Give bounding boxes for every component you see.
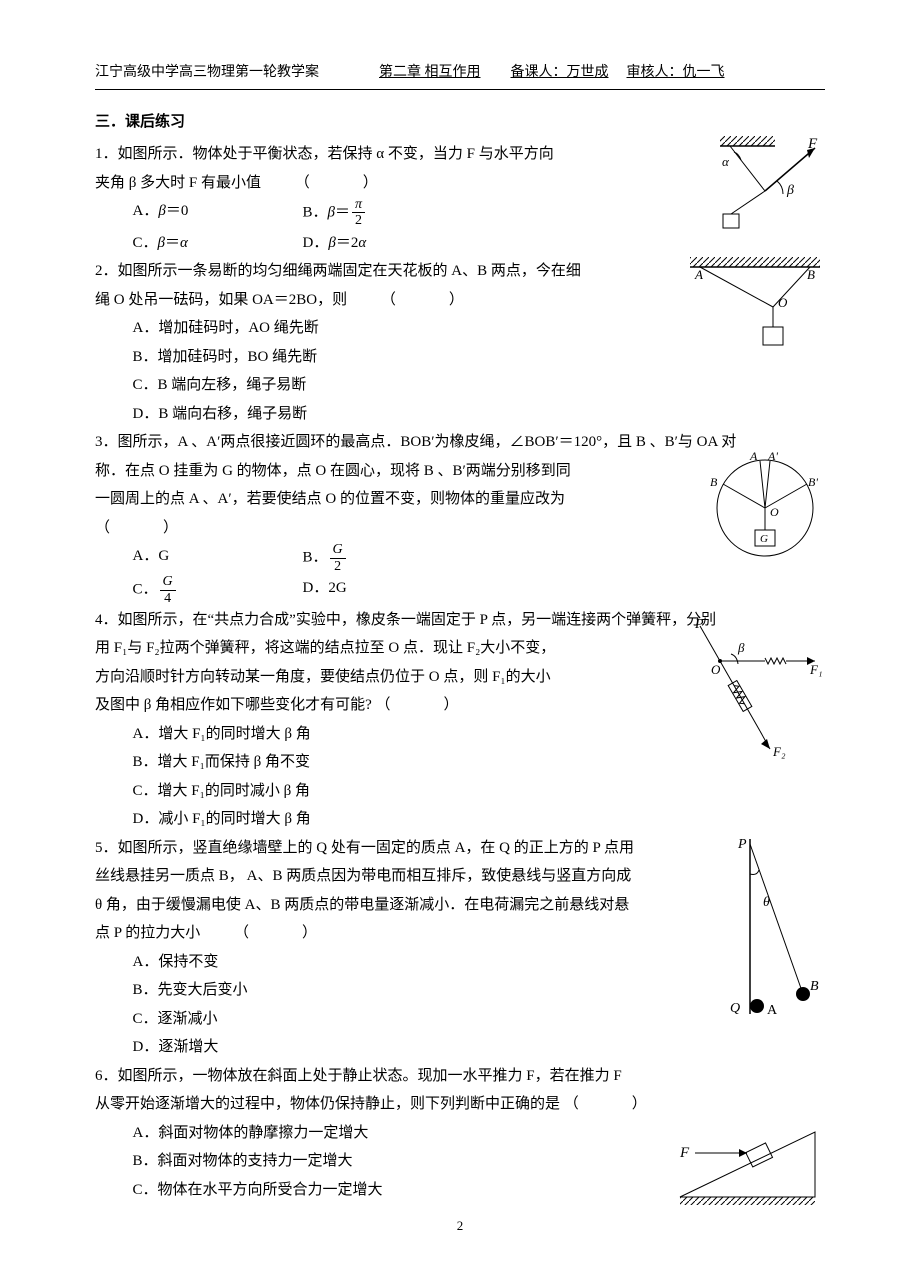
svg-text:B': B' <box>808 475 818 489</box>
question-6: F 6．如图所示，一物体放在斜面上处于静止状态。现加一水平推力 F，若在推力 F… <box>95 1062 825 1205</box>
question-1: α β F 1．如图所示．物体处于平衡状态，若保持 α 不变，当力 F 与水平方… <box>95 140 825 257</box>
q5-optC: C．逐渐减小 <box>133 1005 826 1034</box>
q3-optC: C．G4 <box>133 574 303 606</box>
q5-line1: 5．如图所示，竖直绝缘墙壁上的 Q 处有一固定的质点 A，在 Q 的正上方的 P… <box>95 834 825 863</box>
q1-blank: （ ） <box>295 175 380 191</box>
q5-line3: θ 角，由于缓慢漏电使 A、B 两质点的带电量逐渐减小．在电荷漏完之前悬线对悬 <box>95 891 825 920</box>
figure-q6: F <box>665 1117 825 1207</box>
q3-optD: D．2G <box>303 574 473 606</box>
q5-optA: A．保持不变 <box>133 948 826 977</box>
q1-optD: D．β＝2α <box>303 229 473 258</box>
figure-q1: α β F <box>695 136 825 241</box>
question-5: P θ B Q A 5．如图所示，竖直绝缘墙壁上的 Q 处有一固定的质点 A，在… <box>95 834 825 1062</box>
question-2: A B O 2．如图所示一条易断的均匀细绳两端固定在天花板的 A、B 两点，今在… <box>95 257 825 428</box>
q2-optC: C．B 端向左移，绳子易断 <box>133 371 826 400</box>
svg-text:B: B <box>807 267 815 282</box>
svg-text:A': A' <box>767 449 778 463</box>
svg-text:α: α <box>722 154 730 169</box>
svg-text:θ: θ <box>763 895 770 910</box>
q1-optC: C．β＝α <box>133 229 303 258</box>
q4-blank: （ ） <box>376 697 461 713</box>
header-title: 江宁高级中学高三物理第一轮教学案 <box>95 60 319 87</box>
svg-text:P: P <box>737 837 747 852</box>
svg-text:O: O <box>778 295 788 310</box>
svg-text:β: β <box>786 183 794 198</box>
q6-line1: 6．如图所示，一物体放在斜面上处于静止状态。现加一水平推力 F，若在推力 F <box>95 1062 825 1091</box>
question-4: P β O F₁ F₂ 4．如图所示，在“共点力合成”实验中，橡皮条一端固定于 … <box>95 606 825 834</box>
q5-optD: D．逐渐增大 <box>133 1033 826 1062</box>
svg-text:O: O <box>770 505 779 519</box>
q5-line4: 点 P 的拉力大小 （ ） <box>95 919 825 948</box>
q4-optC: C．增大 F₁的同时减小 β 角 <box>133 777 826 806</box>
q1-optB: B．β＝π2 <box>303 197 473 229</box>
svg-text:B: B <box>810 979 819 994</box>
q4-optD: D．减小 F₁的同时增大 β 角 <box>133 805 826 834</box>
section-title: 三．课后练习 <box>95 108 825 137</box>
figure-q3: A A' B B' O G <box>705 448 825 568</box>
header-chapter: 第二章 相互作用 <box>379 60 481 87</box>
q2-blank: （ ） <box>381 292 466 308</box>
svg-text:B: B <box>710 475 718 489</box>
svg-text:F: F <box>679 1145 690 1161</box>
header-preparer: 备课人：万世成 <box>511 60 609 87</box>
figure-q5: P θ B Q A <box>725 834 825 1034</box>
svg-text:A: A <box>749 449 758 463</box>
header-reviewer: 审核人：仇一飞 <box>627 60 725 87</box>
figure-q4: P β O F₁ F₂ <box>665 616 825 776</box>
page-number: 2 <box>95 1214 825 1239</box>
q5-line2: 丝线悬挂另一质点 B， A、B 两质点因为带电而相互排斥，致使悬线与竖直方向成 <box>95 862 825 891</box>
page-header: 江宁高级中学高三物理第一轮教学案 第二章 相互作用 备课人：万世成 审核人：仇一… <box>95 60 825 90</box>
svg-text:A: A <box>694 267 703 282</box>
figure-q2: A B O <box>685 257 825 357</box>
q3-optB: B．G2 <box>303 542 473 574</box>
q3-row-cd: C．G4 D．2G <box>133 574 826 606</box>
svg-text:β: β <box>737 640 745 655</box>
q5-optB: B．先变大后变小 <box>133 976 826 1005</box>
q6-blank: （ ） <box>564 1096 649 1112</box>
question-3: A A' B B' O G 3．图所示，A 、A′两点很接近圆环的最高点．BOB… <box>95 428 825 606</box>
svg-text:Q: Q <box>730 1001 740 1016</box>
q3-optA: A．G <box>133 542 303 574</box>
q5-blank: （ ） <box>234 925 319 941</box>
svg-text:O: O <box>711 662 721 677</box>
svg-text:A: A <box>767 1003 778 1018</box>
svg-text:F: F <box>807 136 818 152</box>
svg-text:G: G <box>760 533 768 545</box>
q2-optD: D．B 端向右移，绳子易断 <box>133 400 826 429</box>
svg-text:F₁: F₁ <box>809 662 822 677</box>
q6-line2: 从零开始逐渐增大的过程中，物体仍保持静止，则下列判断中正确的是 （ ） <box>95 1090 825 1119</box>
svg-text:F₂: F₂ <box>772 744 786 759</box>
svg-text:P: P <box>694 617 704 632</box>
q1-optA: A．β＝0 <box>133 197 303 229</box>
